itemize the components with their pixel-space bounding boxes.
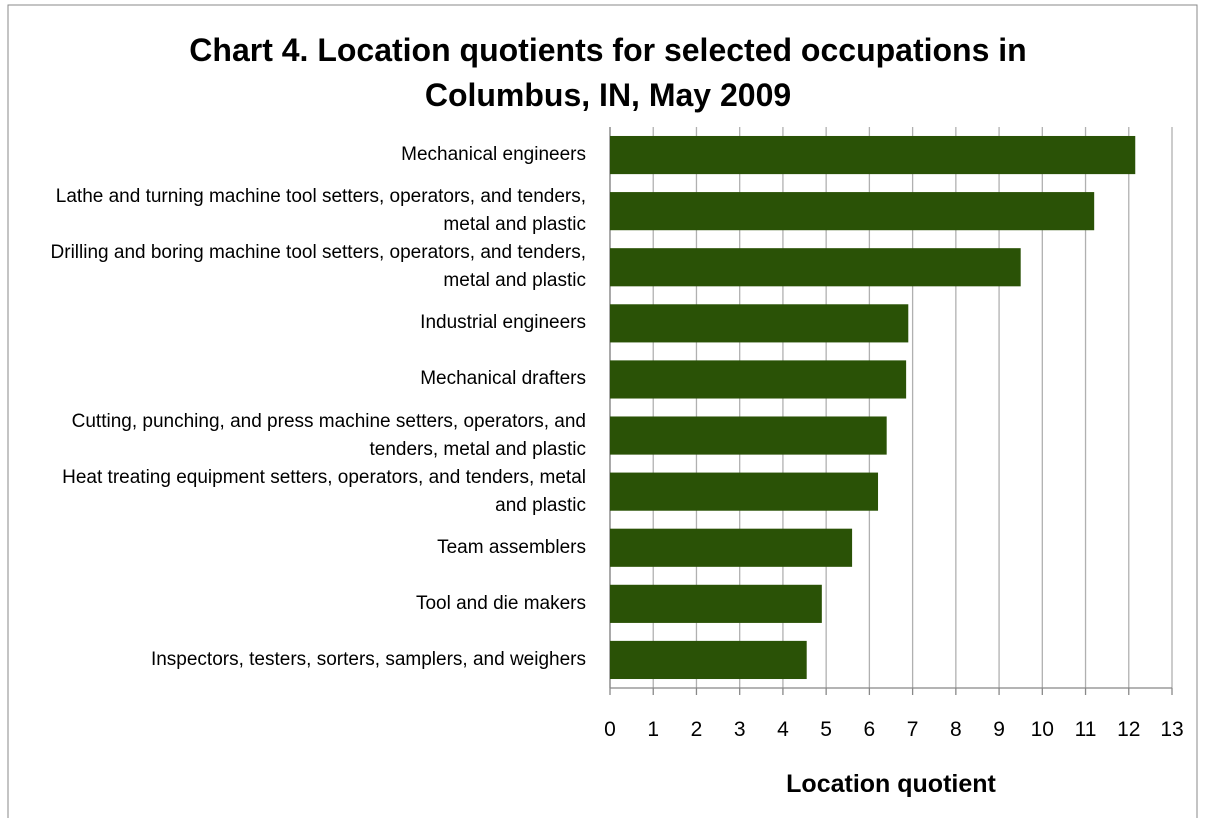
x-axis-label: Location quotient bbox=[786, 770, 996, 798]
x-tick-label: 6 bbox=[863, 718, 876, 741]
y-tick-label: Mechanical drafters bbox=[420, 368, 586, 390]
y-tick-label: Cutting, punching, and press machine set… bbox=[71, 410, 586, 460]
bar bbox=[610, 360, 907, 399]
x-tick-label: 10 bbox=[1030, 718, 1054, 741]
y-tick-label: Heat treating equipment setters, operato… bbox=[62, 466, 586, 516]
bar bbox=[610, 135, 1136, 175]
bar bbox=[610, 416, 887, 455]
x-tick-label: 1 bbox=[647, 718, 660, 741]
x-tick-label: 7 bbox=[906, 718, 919, 741]
x-tick-label: 3 bbox=[733, 718, 746, 741]
bar bbox=[610, 304, 909, 343]
chart-title: Chart 4. Location quotients for selected… bbox=[189, 32, 1027, 113]
y-tick-label: Mechanical engineers bbox=[401, 144, 586, 166]
y-tick-label: Tool and die makers bbox=[415, 592, 586, 614]
x-tick-label: 0 bbox=[604, 718, 616, 741]
bar bbox=[610, 472, 879, 511]
bar bbox=[610, 640, 807, 680]
y-tick-label: Team assemblers bbox=[437, 536, 586, 558]
x-tick-label: 2 bbox=[690, 718, 703, 741]
x-tick-label: 8 bbox=[950, 718, 962, 741]
x-tick-label: 9 bbox=[993, 718, 1005, 741]
bar bbox=[610, 584, 822, 623]
x-tick-label: 4 bbox=[777, 718, 789, 741]
y-tick-label: Lathe and turning machine tool setters, … bbox=[55, 186, 586, 236]
y-tick-label: Industrial engineers bbox=[420, 312, 586, 334]
y-tick-label: Inspectors, testers, sorters, samplers, … bbox=[150, 648, 586, 670]
bar bbox=[610, 248, 1021, 287]
x-tick-label: 5 bbox=[820, 718, 832, 741]
x-tick-label: 13 bbox=[1160, 718, 1184, 741]
bar bbox=[610, 192, 1095, 231]
y-tick-label: Drilling and boring machine tool setters… bbox=[50, 242, 586, 292]
bar bbox=[610, 528, 853, 567]
x-tick-label: 11 bbox=[1074, 718, 1097, 741]
chart-border bbox=[7, 4, 1198, 818]
x-tick-label: 12 bbox=[1117, 718, 1141, 741]
